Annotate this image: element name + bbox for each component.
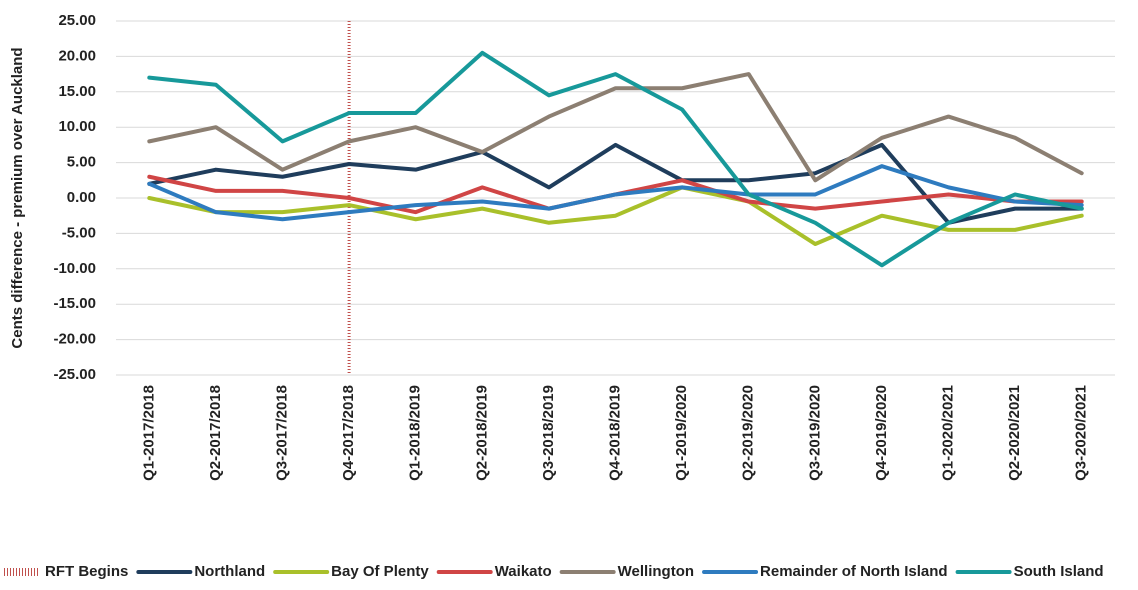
y-tick-label: 20.00 — [58, 47, 96, 64]
x-tick-label: Q2-2020/2021 — [1006, 385, 1023, 481]
y-tick-label: -25.00 — [53, 366, 96, 383]
y-tick-label: 10.00 — [58, 118, 96, 135]
x-tick-label: Q1-2017/2018 — [140, 385, 157, 481]
y-tick-label: 5.00 — [67, 154, 96, 171]
x-tick-label: Q3-2019/2020 — [806, 385, 823, 481]
legend-label: South Island — [1014, 563, 1104, 580]
series-line — [147, 185, 1084, 247]
legend-label: Remainder of North Island — [760, 563, 948, 580]
x-tick-label: Q3-2017/2018 — [273, 385, 290, 481]
y-tick-label: 0.00 — [67, 189, 96, 206]
legend-label: RFT Begins — [45, 563, 128, 580]
x-tick-label: Q2-2018/2019 — [473, 385, 490, 481]
legend-label: Bay Of Plenty — [331, 563, 429, 580]
series-line — [147, 164, 1084, 222]
y-tick-label: -15.00 — [53, 295, 96, 312]
x-tick-label: Q4-2017/2018 — [340, 385, 357, 481]
x-tick-label: Q2-2017/2018 — [207, 385, 224, 481]
y-tick-label: 15.00 — [58, 83, 96, 100]
series-line — [147, 72, 1084, 183]
legend-label: Northland — [194, 563, 265, 580]
series-line — [147, 50, 1084, 268]
x-tick-label: Q3-2018/2019 — [540, 385, 557, 481]
x-tick-label: Q1-2020/2021 — [939, 385, 956, 481]
y-tick-label: -5.00 — [62, 224, 96, 241]
x-tick-label: Q1-2018/2019 — [407, 385, 424, 481]
y-tick-label: -10.00 — [53, 260, 96, 277]
x-tick-label: Q3-2020/2021 — [1073, 385, 1090, 481]
x-tick-label: Q1-2019/2020 — [673, 385, 690, 481]
legend-label: Wellington — [618, 563, 694, 580]
y-axis-title: Cents difference - premium over Auckland — [9, 47, 26, 348]
y-tick-label: -20.00 — [53, 331, 96, 348]
y-tick-label: 25.00 — [58, 12, 96, 29]
x-tick-label: Q2-2019/2020 — [740, 385, 757, 481]
legend-label: Waikato — [495, 563, 552, 580]
x-tick-label: Q4-2018/2019 — [606, 385, 623, 481]
x-tick-label: Q4-2019/2020 — [873, 385, 890, 481]
